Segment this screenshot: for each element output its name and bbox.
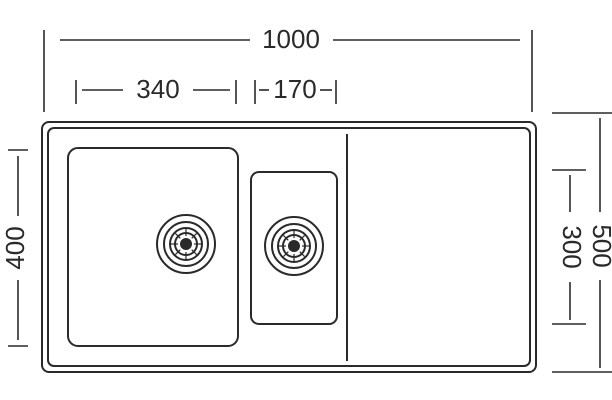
right-depth-dimensions: 500 300 <box>552 112 612 373</box>
large-bowl <box>67 147 239 347</box>
bowl-width-dimensions: 340 170 <box>75 74 337 104</box>
bowl-depth-label: 400 <box>0 226 30 269</box>
sink-outer-rim <box>41 121 537 373</box>
large-bowl-width-label: 340 <box>136 74 179 104</box>
sink-body <box>41 121 537 373</box>
overall-width-label: 1000 <box>262 24 320 54</box>
small-bowl-width-label: 170 <box>273 74 316 104</box>
bowl-depth-dimension: 400 <box>0 149 30 347</box>
small-bowl-depth-label: 300 <box>557 225 587 268</box>
small-bowl <box>250 171 338 325</box>
large-bowl-drain-icon <box>156 214 216 274</box>
sink-inner-rim <box>47 127 531 367</box>
small-bowl-drain-icon <box>264 216 324 276</box>
overall-width-dimension: 1000 <box>43 24 533 112</box>
overall-depth-label: 500 <box>587 224 612 267</box>
